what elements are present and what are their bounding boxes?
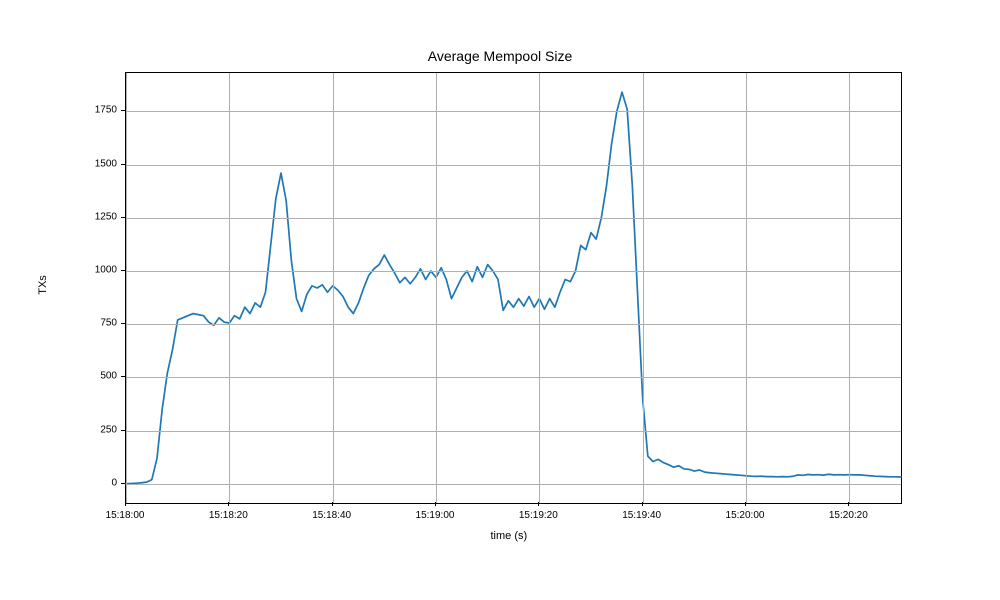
y-tick-label: 1750 [85, 105, 117, 116]
x-tick-label: 15:20:20 [829, 510, 868, 521]
grid-line-horizontal [126, 165, 901, 166]
y-tick-label: 750 [85, 318, 117, 329]
x-tick-label: 15:18:00 [106, 510, 145, 521]
y-tick-mark [121, 376, 125, 377]
y-tick-mark [121, 270, 125, 271]
grid-line-vertical [436, 73, 437, 503]
x-tick-label: 15:18:20 [209, 510, 248, 521]
x-tick-label: 15:18:40 [312, 510, 351, 521]
x-tick-mark [125, 502, 126, 506]
grid-line-vertical [126, 73, 127, 503]
x-tick-label: 15:20:00 [726, 510, 765, 521]
y-tick-mark [121, 483, 125, 484]
y-axis-label: TXs [37, 275, 49, 295]
x-tick-label: 15:19:40 [622, 510, 661, 521]
y-tick-label: 250 [85, 424, 117, 435]
x-tick-mark [642, 502, 643, 506]
chart-title: Average Mempool Size [0, 48, 1000, 64]
x-tick-mark [228, 502, 229, 506]
grid-line-vertical [643, 73, 644, 503]
x-tick-mark [848, 502, 849, 506]
y-tick-mark [121, 164, 125, 165]
y-tick-label: 1000 [85, 264, 117, 275]
grid-line-vertical [539, 73, 540, 503]
grid-line-horizontal [126, 324, 901, 325]
y-tick-label: 1250 [85, 211, 117, 222]
grid-line-vertical [229, 73, 230, 503]
plot-area [125, 72, 902, 504]
grid-line-horizontal [126, 484, 901, 485]
line-series [126, 73, 901, 503]
y-tick-label: 500 [85, 371, 117, 382]
y-tick-label: 1500 [85, 158, 117, 169]
x-tick-label: 15:19:20 [519, 510, 558, 521]
y-tick-mark [121, 323, 125, 324]
x-tick-mark [538, 502, 539, 506]
x-tick-mark [745, 502, 746, 506]
y-tick-label: 0 [85, 477, 117, 488]
grid-line-vertical [746, 73, 747, 503]
x-axis-label: time (s) [491, 530, 528, 542]
grid-line-vertical [849, 73, 850, 503]
grid-line-horizontal [126, 377, 901, 378]
chart-container: Average Mempool Size TXs time (s) 15:18:… [0, 0, 1000, 600]
x-tick-mark [332, 502, 333, 506]
x-tick-mark [435, 502, 436, 506]
x-tick-label: 15:19:00 [416, 510, 455, 521]
grid-line-horizontal [126, 218, 901, 219]
grid-line-vertical [333, 73, 334, 503]
grid-line-horizontal [126, 271, 901, 272]
y-tick-mark [121, 430, 125, 431]
grid-line-horizontal [126, 111, 901, 112]
grid-line-horizontal [126, 431, 901, 432]
y-tick-mark [121, 110, 125, 111]
y-tick-mark [121, 217, 125, 218]
